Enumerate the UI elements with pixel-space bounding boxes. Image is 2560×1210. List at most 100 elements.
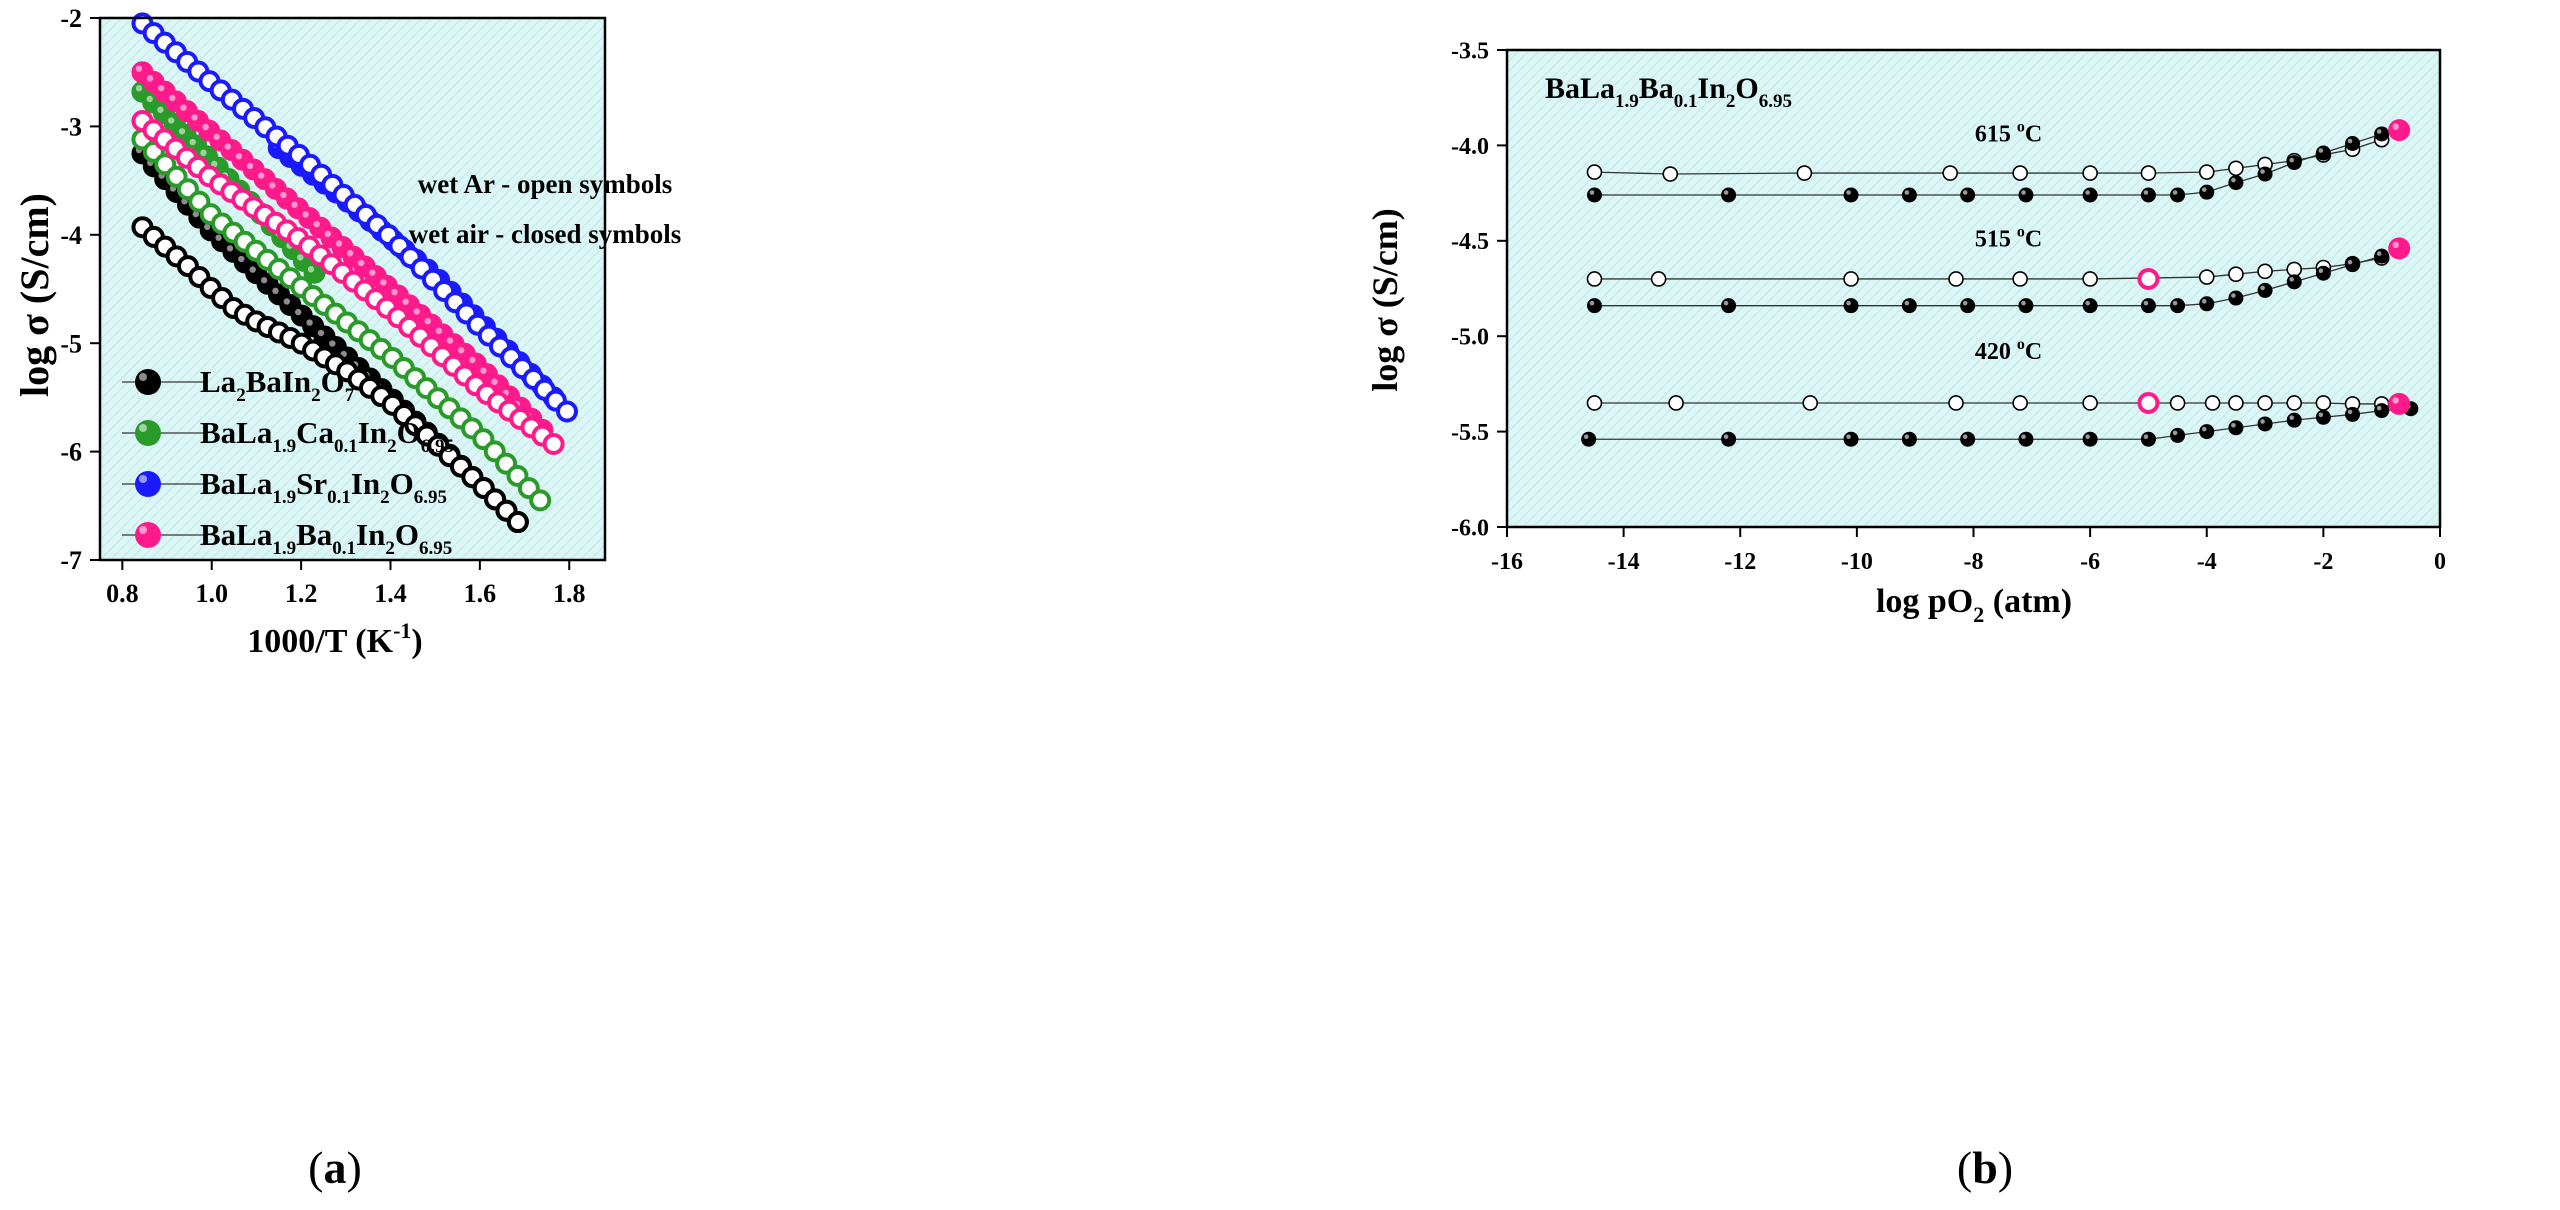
panel-a-x-axis-label: 1000/T (K-1) [247,618,422,660]
legend-entry: La2BaIn2O7 [122,364,355,406]
data-point [506,511,529,534]
data-point-highlight [238,255,245,263]
data-point-highlight [2376,251,2382,256]
panel-a-ticks: 0.8 1.0 1.2 1.4 1.6 1.8 -2 -3 -4 -5 -6 -7 [60,4,585,608]
series-bala1-9sr0-1in2o6-95-open [131,12,579,423]
data-point [1721,431,1737,447]
annotation-wet-air: wet air - closed symbols [409,219,681,249]
panel-label-b: (b) [1957,1142,2013,1193]
data-point [2345,257,2361,273]
data-point [2388,392,2411,415]
data-point-highlight [2172,190,2178,195]
legend-label: BaLa1.9Ba0.1In2O6.95 [200,517,452,559]
data-point-highlight [280,191,287,199]
data-point-highlight [1904,300,1910,306]
data-point [2082,187,2098,203]
data-point [2140,187,2156,203]
data-point [1721,298,1737,314]
legend-marker-highlight [139,475,147,483]
data-point [2137,267,2160,290]
data-point [2228,160,2244,177]
data-point [2374,403,2390,419]
y-tick-label: -5.5 [1451,420,1489,446]
y-tick-label: -4 [60,221,82,250]
data-point-highlight [2201,298,2207,304]
data-point-highlight [157,106,164,113]
legend-marker [135,369,161,395]
data-point-highlight [2231,422,2236,428]
data-point-highlight [2143,300,2149,306]
data-point [542,433,565,456]
data-point-highlight [1589,190,1595,195]
data-point [2315,409,2331,425]
data-point [2345,406,2361,422]
data-point-highlight [2347,259,2353,265]
data-point-highlight [1583,434,1589,440]
y-tick-label: -4.5 [1451,229,1489,255]
data-point-highlight [291,201,298,208]
data-point [2228,290,2244,306]
data-point [556,400,579,423]
series-bala1-9ca0-1in2o6-95-open [131,128,552,512]
data-point-highlight [1723,190,1729,195]
data-point-highlight [2260,419,2265,424]
x-tick-label: -14 [1608,549,1640,575]
data-point-highlight [1723,300,1729,306]
data-point [1586,187,1602,203]
data-point [2286,274,2302,290]
data-point-highlight [1962,434,1968,440]
data-point [2286,395,2303,411]
data-point-highlight [2318,268,2324,274]
data-point [2199,296,2215,312]
data-point [1942,165,1958,181]
data-point-highlight [235,153,243,160]
data-point-highlight [446,337,454,344]
data-point [1581,431,1597,447]
data-point [2315,145,2331,161]
data-point-highlight [202,123,209,131]
data-point [1802,395,1819,411]
data-point-highlight [1904,434,1910,440]
panel-b-temperature-labels: 615 oC 515 oC 420 oC [1975,119,2042,366]
data-point-highlight [226,245,234,252]
data-point [2345,135,2361,151]
data-point-highlight [260,277,268,284]
data-point-highlight [1962,300,1968,306]
data-point [2286,261,2303,278]
data-point-highlight [2143,434,2149,440]
data-point [2082,298,2098,314]
y-tick-label: -5 [60,329,82,358]
data-point [1843,431,1859,447]
data-point-highlight [2347,409,2353,415]
data-point [2170,427,2186,443]
y-tick-label: -5.0 [1451,325,1489,351]
data-point-highlight [269,182,276,189]
x-tick-label: 1.8 [553,579,586,608]
data-point [2140,165,2157,181]
panel-a-frame [98,16,607,562]
data-point [2199,424,2215,440]
data-point [2228,266,2244,282]
temperature-label: 615 oC [1975,119,2042,148]
panel-b-ticks: -16 -14 -12 -10 -8 -6 -4 -2 0 -3.5 -4.0 -4.5 -5.0 -5.… [1451,38,2446,575]
data-point-highlight [224,143,232,150]
y-tick-label: -4.0 [1451,134,1489,160]
data-point-highlight [168,117,175,124]
data-point-highlight [2347,138,2353,144]
data-point-highlight [1723,434,1729,440]
data-point-highlight [2021,434,2026,440]
data-point-highlight [1846,300,1851,306]
data-point-highlight [357,259,365,267]
data-point [1960,431,1976,447]
data-point [2257,416,2273,432]
legend-entry: BaLa1.9Ba0.1In2O6.95 [122,517,452,559]
series-bala1-9ba0-1in2o6-95-open [131,109,565,456]
data-point [2374,248,2390,264]
data-point [1721,187,1737,203]
data-point-highlight [2085,300,2090,306]
legend-label: BaLa1.9Sr0.1In2O6.95 [200,466,447,508]
panel-b-composition-label: BaLa1.9Ba0.1In2O6.95 [1545,72,1792,112]
x-tick-label: -10 [1841,549,1873,575]
series-515-open-air [2137,267,2160,290]
data-point [2228,395,2244,411]
